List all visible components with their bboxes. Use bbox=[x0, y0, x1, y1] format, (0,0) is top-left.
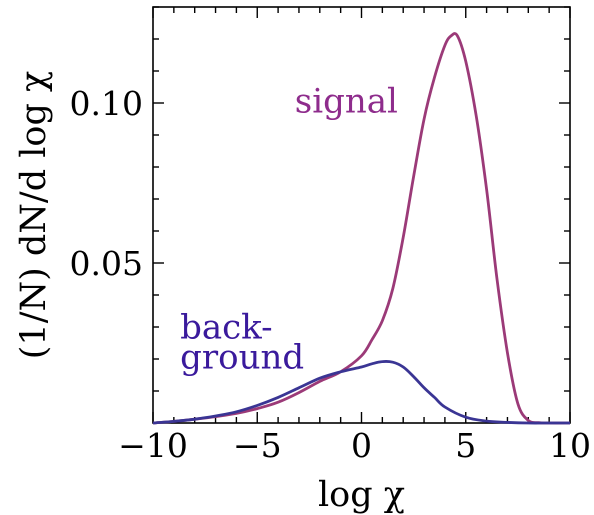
annotation-line: back- bbox=[180, 308, 273, 348]
annotation-layer: signal back-ground bbox=[180, 82, 398, 378]
annotation-line: signal bbox=[295, 82, 398, 122]
series-line-signal bbox=[152, 32, 571, 425]
y-tick-label: 0.05 bbox=[70, 244, 143, 283]
series-layer bbox=[152, 32, 571, 425]
x-tick-label: 10 bbox=[549, 426, 591, 465]
x-tick-label: 5 bbox=[455, 426, 476, 465]
annotation-1: back-ground bbox=[180, 308, 304, 378]
annotation-line: ground bbox=[180, 338, 304, 378]
annotation-0: signal bbox=[295, 82, 398, 122]
x-axis-label: log χ bbox=[318, 475, 405, 515]
y-axis-label: (1/N) dN/d log χ bbox=[14, 71, 54, 359]
x-tick-label: −10 bbox=[118, 426, 188, 465]
x-tick-label: 0 bbox=[351, 426, 372, 465]
x-tick-label: −5 bbox=[233, 426, 282, 465]
y-tick-labels: 0.05 0.10 bbox=[70, 84, 143, 283]
series-line-background bbox=[152, 360, 570, 425]
x-tick-labels: −10 −5 0 5 10 bbox=[118, 426, 591, 465]
y-tick-label: 0.10 bbox=[70, 84, 143, 123]
plot-area: signal back-ground bbox=[152, 6, 571, 425]
